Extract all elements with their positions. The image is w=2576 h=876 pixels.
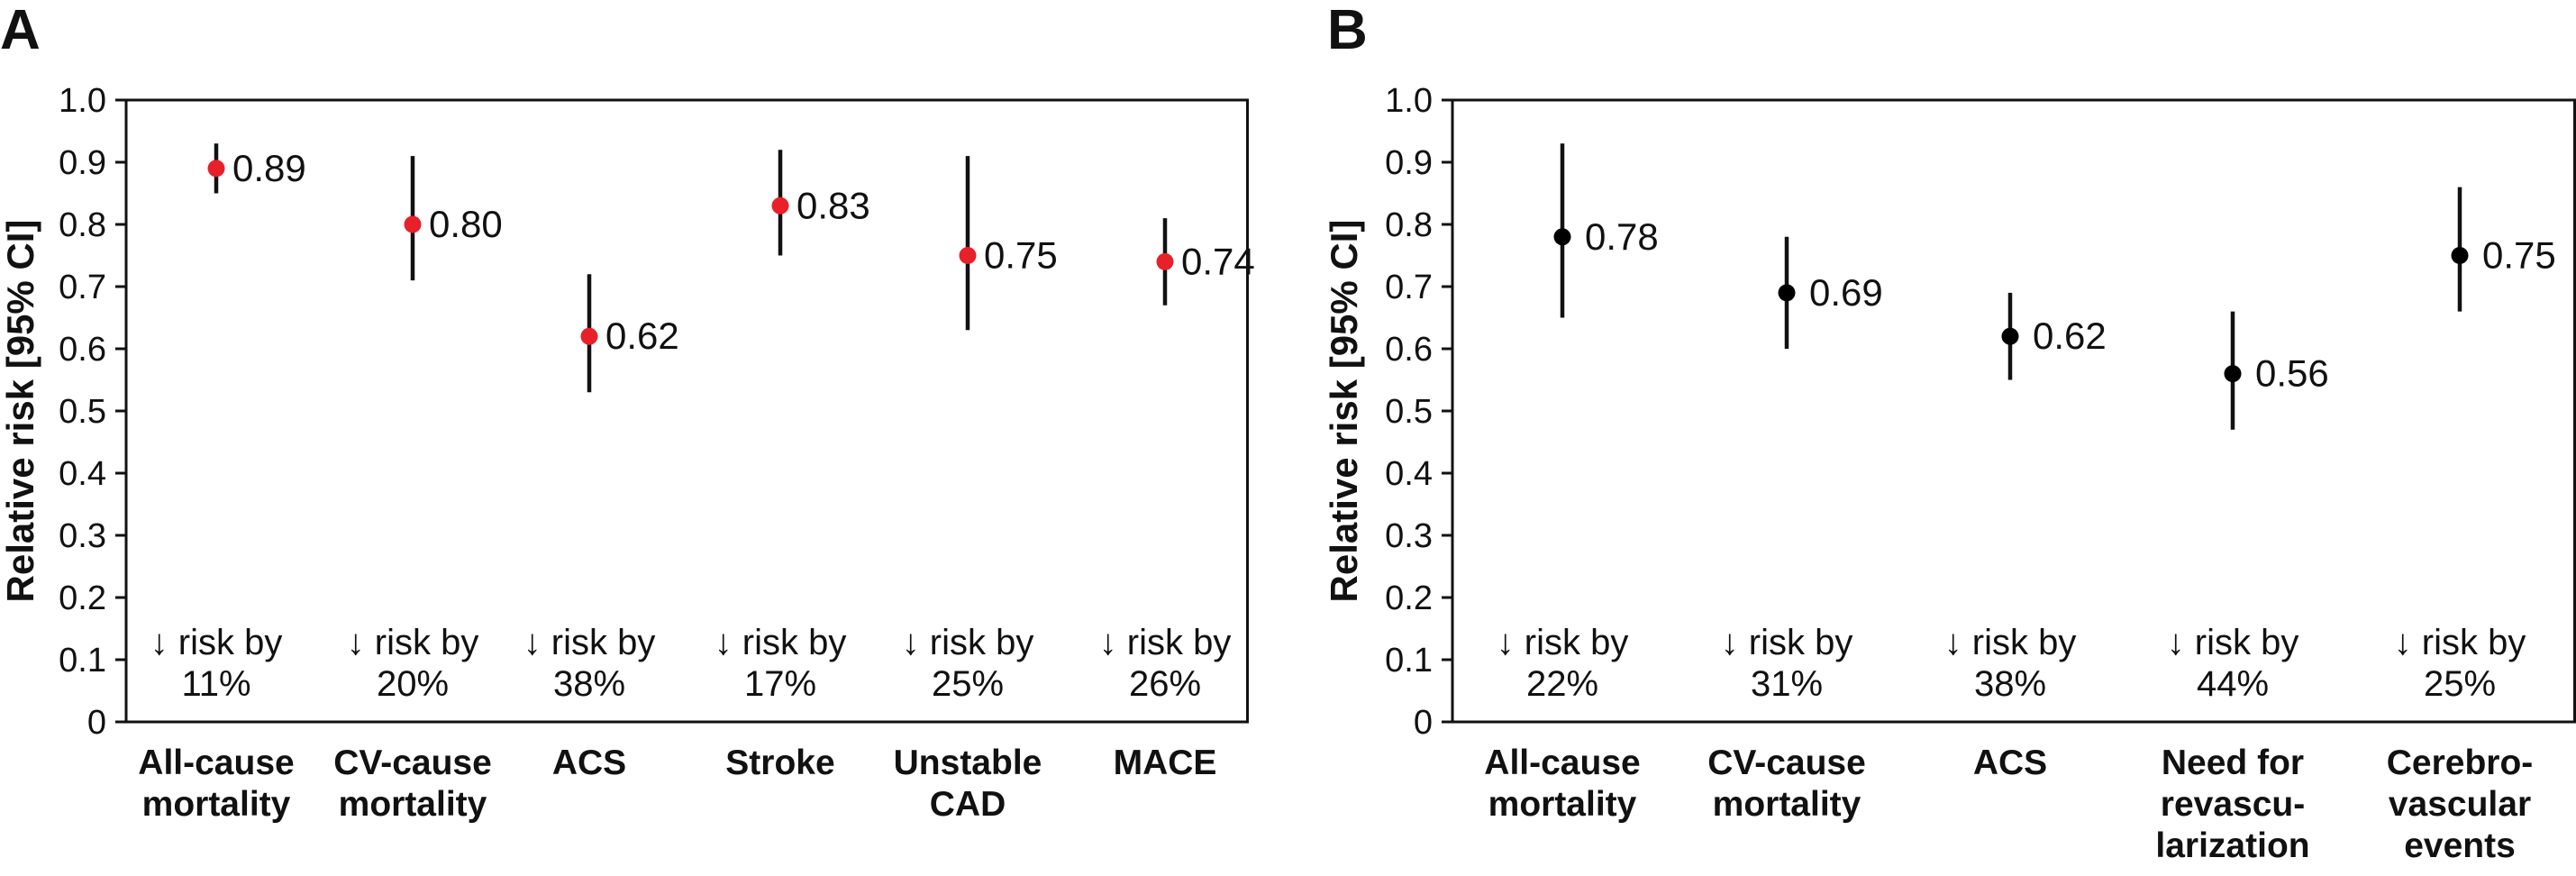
risk-note: ↓ risk by bbox=[715, 623, 847, 662]
category-label: mortality bbox=[339, 785, 487, 824]
category-label: ACS bbox=[552, 744, 626, 782]
y-tick-label: 0.8 bbox=[59, 206, 106, 244]
value-label: 0.62 bbox=[2033, 315, 2107, 357]
risk-note: ↓ risk by bbox=[1497, 623, 1629, 662]
value-label: 0.75 bbox=[984, 234, 1058, 277]
risk-note: 25% bbox=[932, 664, 1004, 704]
y-tick-label: 1.0 bbox=[1385, 82, 1433, 120]
category-label: larization bbox=[2155, 826, 2309, 865]
risk-note: ↓ risk by bbox=[347, 623, 479, 662]
risk-note: ↓ risk by bbox=[1721, 623, 1853, 662]
risk-note: 31% bbox=[1751, 664, 1823, 704]
value-label: 0.83 bbox=[796, 184, 870, 226]
category-label: CV-cause bbox=[333, 744, 492, 782]
category-label: All-cause bbox=[1484, 744, 1640, 782]
category-label: Unstable bbox=[894, 744, 1042, 782]
category-label: revascu- bbox=[2161, 785, 2305, 824]
panel-letter: A bbox=[0, 0, 41, 61]
y-tick-label: 0.9 bbox=[1385, 144, 1433, 182]
value-label: 0.75 bbox=[2482, 234, 2556, 277]
y-axis-label: Relative risk [95% CI] bbox=[0, 220, 41, 603]
data-point bbox=[207, 160, 225, 178]
category-label: mortality bbox=[142, 785, 291, 824]
y-tick-label: 0.6 bbox=[1385, 331, 1433, 369]
category-label: Need for bbox=[2162, 744, 2304, 782]
y-tick-label: 0.2 bbox=[59, 579, 106, 617]
y-tick-label: 0.7 bbox=[59, 269, 106, 306]
y-tick-label: 0.8 bbox=[1385, 206, 1433, 244]
y-tick-label: 1.0 bbox=[59, 82, 106, 120]
value-label: 0.62 bbox=[605, 315, 679, 357]
y-tick-label: 0 bbox=[87, 704, 106, 742]
value-label: 0.74 bbox=[1181, 240, 1255, 282]
y-tick-label: 0.4 bbox=[1385, 455, 1433, 493]
data-point bbox=[1156, 252, 1174, 270]
y-tick-label: 0.4 bbox=[59, 455, 106, 493]
category-label: CAD bbox=[930, 785, 1006, 824]
data-point bbox=[2001, 327, 2019, 345]
category-label: MACE bbox=[1114, 744, 1217, 782]
category-label: All-cause bbox=[138, 744, 294, 782]
data-point bbox=[2224, 365, 2242, 383]
category-label: mortality bbox=[1713, 785, 1861, 824]
risk-note: 44% bbox=[2197, 664, 2269, 704]
data-point bbox=[1778, 284, 1796, 302]
value-label: 0.80 bbox=[429, 203, 503, 245]
y-tick-label: 0.9 bbox=[59, 144, 106, 182]
risk-note: ↓ risk by bbox=[150, 623, 283, 662]
y-tick-label: 0 bbox=[1414, 704, 1433, 742]
risk-note: ↓ risk by bbox=[1099, 623, 1232, 662]
y-tick-label: 0.5 bbox=[59, 393, 106, 431]
risk-note: 22% bbox=[1526, 664, 1598, 704]
data-point bbox=[771, 196, 789, 214]
risk-note: ↓ risk by bbox=[902, 623, 1034, 662]
value-label: 0.78 bbox=[1585, 215, 1659, 258]
data-point bbox=[404, 215, 422, 233]
risk-note: ↓ risk by bbox=[1944, 623, 2077, 662]
category-label: ACS bbox=[1973, 744, 2047, 782]
category-label: mortality bbox=[1488, 785, 1637, 824]
risk-note: 26% bbox=[1129, 664, 1201, 704]
data-point bbox=[959, 247, 977, 264]
value-label: 0.69 bbox=[1809, 271, 1883, 314]
y-tick-label: 0.5 bbox=[1385, 393, 1433, 431]
y-tick-label: 0.2 bbox=[1385, 579, 1433, 617]
data-point bbox=[2451, 247, 2469, 264]
risk-note: 11% bbox=[181, 664, 250, 704]
risk-note: ↓ risk by bbox=[2167, 623, 2299, 662]
y-axis-label: Relative risk [95% CI] bbox=[1323, 220, 1365, 603]
category-label: Stroke bbox=[725, 744, 834, 782]
risk-note: ↓ risk by bbox=[2394, 623, 2526, 662]
y-tick-label: 0.3 bbox=[1385, 517, 1433, 555]
y-tick-label: 0.1 bbox=[59, 642, 106, 680]
y-tick-label: 0.3 bbox=[59, 517, 106, 555]
risk-note: 25% bbox=[2424, 664, 2496, 704]
category-label: events bbox=[2404, 826, 2516, 865]
y-tick-label: 0.6 bbox=[59, 331, 106, 369]
risk-note: 38% bbox=[1974, 664, 2046, 704]
panel-b: B 0 0.1 0.2 0.3 0.4 0.5 0.6 0.7 0.8 0.9 1.0 Relative… bbox=[1323, 0, 2576, 865]
panel-a: A 0 0.1 0.2 0.3 0.4 0.5 0.6 0.7 0.8 0.9 1.0 Relative… bbox=[0, 0, 1255, 824]
category-label: vascular bbox=[2389, 785, 2531, 824]
value-label: 0.89 bbox=[232, 147, 306, 189]
plot-frame bbox=[124, 98, 1249, 724]
risk-note: 20% bbox=[377, 664, 449, 704]
category-label: CV-cause bbox=[1707, 744, 1866, 782]
risk-note: ↓ risk by bbox=[523, 623, 656, 662]
data-point bbox=[1553, 228, 1571, 246]
y-tick-label: 0.1 bbox=[1385, 642, 1433, 680]
panel-letter: B bbox=[1327, 0, 1368, 61]
data-point bbox=[580, 327, 598, 345]
value-label: 0.56 bbox=[2255, 352, 2329, 395]
risk-note: 17% bbox=[744, 664, 816, 704]
risk-note: 38% bbox=[553, 664, 625, 704]
category-label: Cerebro- bbox=[2387, 744, 2534, 782]
y-tick-label: 0.7 bbox=[1385, 269, 1433, 306]
